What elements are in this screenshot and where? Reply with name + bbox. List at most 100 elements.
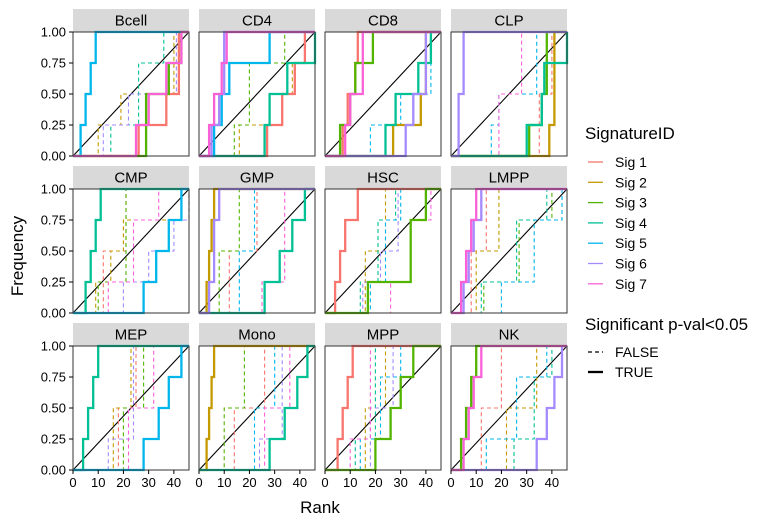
panel-bcell: Bcell 0.00 0.25 0.50 0.75 1.00 bbox=[41, 9, 190, 164]
strip-label: MPP bbox=[367, 327, 400, 344]
panel-cd8: CD8 bbox=[324, 9, 442, 158]
series-line-sig-4 bbox=[325, 30, 441, 158]
series-line-sig-7 bbox=[73, 188, 189, 314]
x-tick-label: 40 bbox=[419, 475, 433, 490]
series-line-sig-5 bbox=[73, 187, 189, 315]
diagonal-reference-line bbox=[72, 188, 190, 314]
strip-background bbox=[325, 166, 441, 189]
panel-border bbox=[450, 345, 568, 471]
panel-border bbox=[324, 31, 442, 157]
series-line-sig-3 bbox=[325, 344, 441, 472]
series-line-sig-3 bbox=[325, 187, 441, 315]
x-tick-label: 20 bbox=[494, 475, 508, 490]
strip-label: MEP bbox=[115, 327, 148, 344]
strip-background bbox=[451, 9, 567, 32]
series-line-sig-7 bbox=[325, 30, 441, 158]
y-tick-label: 0.75 bbox=[41, 56, 66, 71]
strip-background bbox=[451, 166, 567, 189]
series-line-sig-2 bbox=[199, 32, 316, 157]
strip-background bbox=[451, 323, 567, 346]
series-line-sig-5 bbox=[199, 30, 315, 158]
legend-label: Sig 6 bbox=[615, 256, 647, 272]
strip-background bbox=[73, 166, 189, 189]
panel-border bbox=[450, 188, 568, 314]
panel-clp: CLP bbox=[450, 9, 569, 158]
facet-panels: Bcell 0.00 0.25 0.50 0.75 1.00 CD4 CD8 CLP CMP 0.0… bbox=[41, 9, 569, 490]
series-line-sig-4 bbox=[199, 32, 317, 158]
panel-cd4: CD4 bbox=[198, 9, 317, 158]
strip-label: CLP bbox=[494, 13, 523, 30]
series-line-sig-2 bbox=[199, 344, 315, 472]
series-line-sig-4 bbox=[199, 344, 315, 472]
x-tick-label: 20 bbox=[116, 475, 130, 490]
strip-label: LMPP bbox=[489, 170, 530, 187]
y-tick-label: 0.25 bbox=[41, 275, 66, 290]
series-line-sig-4 bbox=[451, 188, 567, 314]
panel-mep: MEP 0.00 0.25 0.50 0.75 1.00 0 10 20 30 40 bbox=[41, 323, 190, 490]
series-line-sig-6 bbox=[73, 189, 190, 314]
panel-hsc: HSC bbox=[324, 166, 442, 315]
series-line-sig-7 bbox=[451, 187, 567, 315]
y-tick-label: 0.75 bbox=[41, 213, 66, 228]
strip-background bbox=[199, 323, 315, 346]
y-tick-label: 0.50 bbox=[41, 244, 66, 259]
x-tick-label: 20 bbox=[242, 475, 256, 490]
x-tick-label: 40 bbox=[167, 475, 181, 490]
series-line-sig-2 bbox=[73, 31, 189, 157]
y-axis-title: Frequency bbox=[8, 215, 27, 296]
series-line-sig-7 bbox=[451, 31, 567, 157]
x-tick-label: 0 bbox=[321, 475, 328, 490]
panel-border bbox=[198, 345, 316, 471]
panel-cmp: CMP 0.00 0.25 0.50 0.75 1.00 bbox=[41, 166, 190, 321]
legend-label: Sig 4 bbox=[615, 215, 647, 231]
series-line-sig-4 bbox=[73, 187, 189, 315]
series-line-sig-4 bbox=[451, 345, 567, 471]
panel-lmpp: LMPP bbox=[450, 166, 568, 315]
x-tick-label: 10 bbox=[91, 475, 105, 490]
series-line-sig-1 bbox=[199, 30, 315, 158]
y-tick-label: 1.00 bbox=[41, 182, 66, 197]
strip-background bbox=[199, 9, 315, 32]
series-line-sig-4 bbox=[199, 187, 315, 315]
series-line-sig-2 bbox=[73, 189, 190, 314]
series-line-sig-5 bbox=[73, 344, 189, 472]
strip-label: Mono bbox=[238, 327, 276, 344]
series-line-sig-6 bbox=[451, 344, 567, 472]
legend-title: SignatureID bbox=[585, 124, 675, 143]
strip-label: CMP bbox=[114, 170, 147, 187]
panel-nk: NK 0 10 20 30 40 bbox=[447, 323, 568, 490]
series-line-sig-7 bbox=[73, 30, 189, 158]
linetype-label: TRUE bbox=[615, 364, 653, 380]
x-tick-label: 0 bbox=[69, 475, 76, 490]
diagonal-reference-line bbox=[450, 188, 568, 314]
y-tick-label: 0.50 bbox=[41, 87, 66, 102]
x-tick-label: 10 bbox=[217, 475, 231, 490]
strip-label: Bcell bbox=[115, 13, 148, 30]
series-line-sig-7 bbox=[199, 30, 315, 158]
x-tick-label: 30 bbox=[393, 475, 407, 490]
y-tick-label: 0.00 bbox=[41, 149, 66, 164]
y-tick-label: 0.00 bbox=[41, 463, 66, 478]
strip-background bbox=[199, 166, 315, 189]
y-tick-label: 1.00 bbox=[41, 339, 66, 354]
series-line-sig-4 bbox=[73, 344, 189, 472]
panel-border bbox=[324, 345, 442, 471]
series-line-sig-6 bbox=[325, 30, 441, 158]
legend-label: Sig 3 bbox=[615, 195, 647, 211]
strip-background bbox=[73, 323, 189, 346]
legend-label: Sig 2 bbox=[615, 174, 647, 190]
panel-border bbox=[450, 31, 568, 157]
y-tick-label: 0.00 bbox=[41, 306, 66, 321]
y-tick-label: 0.25 bbox=[41, 118, 66, 133]
legend-label: Sig 7 bbox=[615, 276, 647, 292]
x-tick-label: 40 bbox=[545, 475, 559, 490]
panel-border bbox=[198, 188, 316, 314]
panel-border bbox=[324, 188, 442, 314]
strip-background bbox=[325, 323, 441, 346]
strip-label: CD8 bbox=[368, 13, 398, 30]
series-line-sig-1 bbox=[325, 187, 441, 315]
diagonal-reference-line bbox=[198, 31, 316, 157]
legend-label: Sig 1 bbox=[615, 154, 647, 170]
x-tick-label: 10 bbox=[343, 475, 357, 490]
